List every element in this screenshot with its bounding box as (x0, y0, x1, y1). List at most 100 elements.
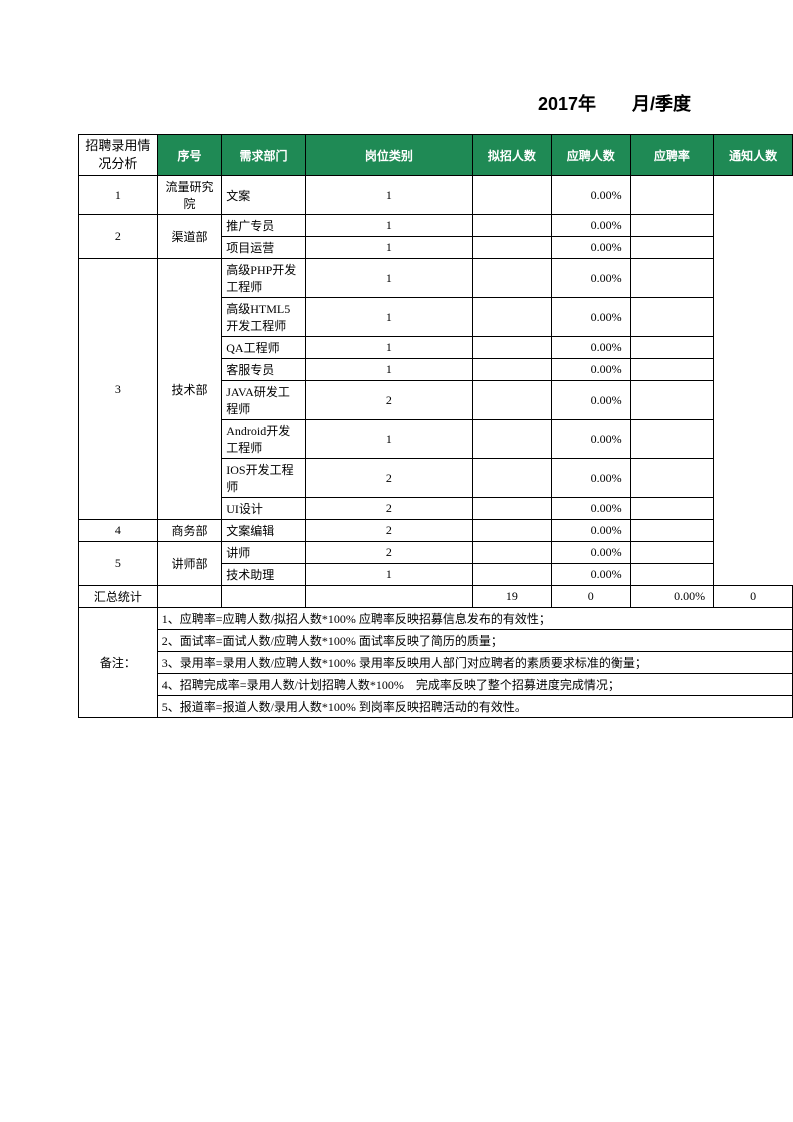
section-main: 招聘录用情况分析 (79, 135, 158, 176)
cell-pos: Android开发工程师 (222, 420, 306, 459)
cell-notify (630, 176, 714, 215)
summary-plan: 19 (473, 586, 552, 608)
cell-apply (473, 359, 552, 381)
cell-apply (473, 381, 552, 420)
cell-rate: 0.00% (551, 215, 630, 237)
cell-apply (473, 420, 552, 459)
cell-notify (630, 259, 714, 298)
cell-plan: 1 (305, 564, 472, 586)
table-row: 2渠道部推广专员10.00% (79, 215, 793, 237)
cell-plan: 1 (305, 176, 472, 215)
cell-pos: 高级HTML5开发工程师 (222, 298, 306, 337)
cell-rate: 0.00% (551, 337, 630, 359)
cell-rate: 0.00% (551, 459, 630, 498)
cell-apply (473, 459, 552, 498)
hdr-seq: 序号 (157, 135, 221, 176)
cell-rate: 0.00% (551, 237, 630, 259)
cell-apply (473, 176, 552, 215)
cell-notify (630, 381, 714, 420)
cell-rate: 0.00% (551, 498, 630, 520)
cell-rate: 0.00% (551, 542, 630, 564)
table-row: 1流量研究院文案10.00% (79, 176, 793, 215)
cell-apply (473, 215, 552, 237)
header-row: 招聘录用情况分析 序号 需求部门 岗位类别 拟招人数 应聘人数 应聘率 通知人数 (79, 135, 793, 176)
cell-dept: 技术部 (157, 259, 221, 520)
cell-notify (630, 237, 714, 259)
cell-apply (473, 498, 552, 520)
cell-plan: 1 (305, 259, 472, 298)
cell-plan: 1 (305, 337, 472, 359)
page-title: 2017年 月/季度 (78, 90, 793, 116)
cell-pos: QA工程师 (222, 337, 306, 359)
cell-apply (473, 259, 552, 298)
cell-dept: 渠道部 (157, 215, 221, 259)
hdr-dept: 需求部门 (222, 135, 306, 176)
cell-pos: 客服专员 (222, 359, 306, 381)
cell-rate: 0.00% (551, 381, 630, 420)
summary-apply: 0 (551, 586, 630, 608)
cell-apply (473, 337, 552, 359)
cell-plan: 1 (305, 420, 472, 459)
cell-pos: 文案编辑 (222, 520, 306, 542)
hdr-notify: 通知人数 (714, 135, 793, 176)
section-notes: 备注： (79, 608, 158, 718)
cell-notify (630, 215, 714, 237)
cell-rate: 0.00% (551, 520, 630, 542)
cell-rate: 0.00% (551, 298, 630, 337)
cell-plan: 1 (305, 215, 472, 237)
note-row: 2、面试率=面试人数/应聘人数*100% 面试率反映了简历的质量； (79, 630, 793, 652)
cell-seq: 1 (79, 176, 158, 215)
cell-notify (630, 337, 714, 359)
cell-pos: 项目运营 (222, 237, 306, 259)
cell-apply (473, 542, 552, 564)
cell-notify (630, 359, 714, 381)
cell-notify (630, 420, 714, 459)
hdr-plan: 拟招人数 (473, 135, 552, 176)
cell-notify (630, 498, 714, 520)
cell-seq: 5 (79, 542, 158, 586)
cell-notify (630, 459, 714, 498)
cell-notify (630, 520, 714, 542)
note-text: 5、报道率=报道人数/录用人数*100% 到岗率反映招聘活动的有效性。 (157, 696, 792, 718)
cell-pos: JAVA研发工程师 (222, 381, 306, 420)
cell-seq: 3 (79, 259, 158, 520)
note-text: 1、应聘率=应聘人数/拟招人数*100% 应聘率反映招募信息发布的有效性； (157, 608, 792, 630)
summary-pos (305, 586, 472, 608)
cell-pos: 文案 (222, 176, 306, 215)
note-text: 2、面试率=面试人数/应聘人数*100% 面试率反映了简历的质量； (157, 630, 792, 652)
cell-rate: 0.00% (551, 259, 630, 298)
note-text: 4、招聘完成率=录用人数/计划招聘人数*100% 完成率反映了整个招募进度完成情… (157, 674, 792, 696)
summary-rate: 0.00% (630, 586, 714, 608)
cell-rate: 0.00% (551, 359, 630, 381)
cell-pos: 技术助理 (222, 564, 306, 586)
note-row: 3、录用率=录用人数/应聘人数*100% 录用率反映用人部门对应聘者的素质要求标… (79, 652, 793, 674)
note-row: 备注：1、应聘率=应聘人数/拟招人数*100% 应聘率反映招募信息发布的有效性； (79, 608, 793, 630)
summary-row: 汇总统计 19 0 0.00% 0 (79, 586, 793, 608)
table-row: 4商务部文案编辑20.00% (79, 520, 793, 542)
cell-notify (630, 564, 714, 586)
cell-notify (630, 542, 714, 564)
cell-plan: 2 (305, 381, 472, 420)
summary-notify: 0 (714, 586, 793, 608)
cell-pos: 高级PHP开发工程师 (222, 259, 306, 298)
cell-plan: 2 (305, 498, 472, 520)
cell-plan: 1 (305, 359, 472, 381)
cell-apply (473, 298, 552, 337)
cell-pos: IOS开发工程师 (222, 459, 306, 498)
cell-plan: 1 (305, 237, 472, 259)
cell-apply (473, 564, 552, 586)
hdr-apply: 应聘人数 (551, 135, 630, 176)
cell-plan: 2 (305, 542, 472, 564)
summary-dept (222, 586, 306, 608)
cell-pos: UI设计 (222, 498, 306, 520)
table-row: 3技术部高级PHP开发工程师10.00% (79, 259, 793, 298)
recruitment-table: 招聘录用情况分析 序号 需求部门 岗位类别 拟招人数 应聘人数 应聘率 通知人数… (78, 134, 793, 718)
hdr-rate: 应聘率 (630, 135, 714, 176)
cell-rate: 0.00% (551, 420, 630, 459)
cell-seq: 2 (79, 215, 158, 259)
section-summary: 汇总统计 (79, 586, 158, 608)
table-row: 5讲师部讲师20.00% (79, 542, 793, 564)
cell-apply (473, 237, 552, 259)
cell-plan: 2 (305, 459, 472, 498)
cell-rate: 0.00% (551, 564, 630, 586)
